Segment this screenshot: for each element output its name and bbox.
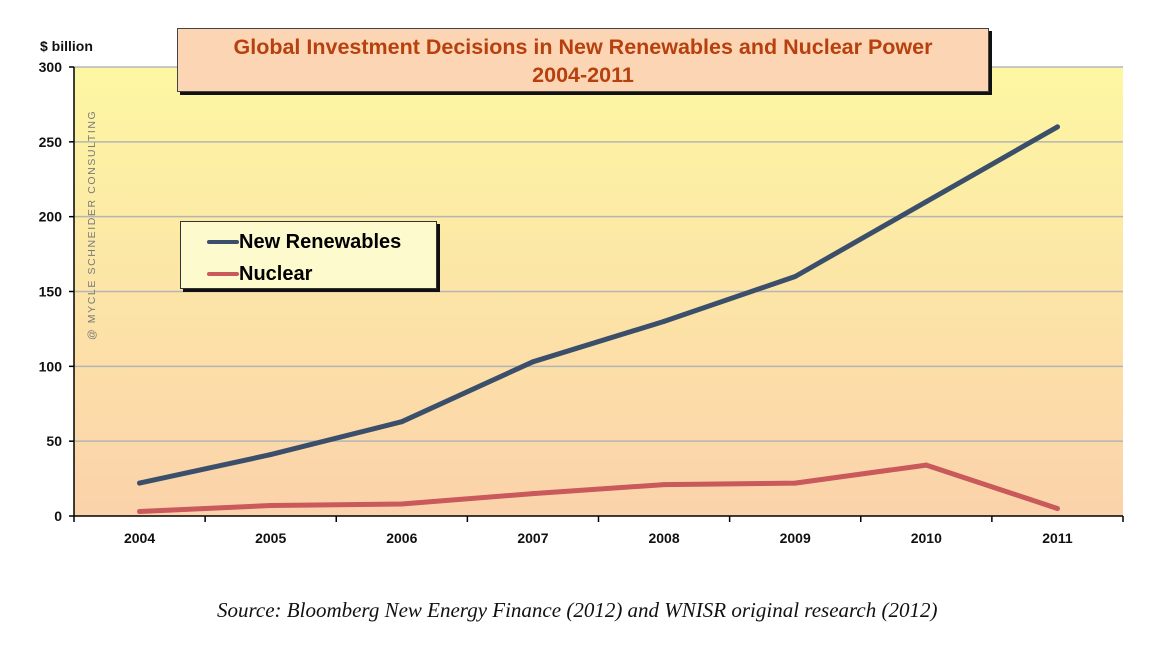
data-point-nuclear-2009 (792, 480, 798, 486)
x-tick-label-2010: 2010 (911, 530, 942, 546)
legend-item-nuclear: Nuclear (207, 261, 312, 287)
y-tick-label-0: 0 (54, 508, 62, 524)
axes (69, 66, 1124, 522)
x-tick-label-2004: 2004 (124, 530, 155, 546)
y-tick-label-100: 100 (39, 358, 63, 374)
y-tick-label-150: 150 (39, 284, 63, 300)
series-line-nuclear (137, 462, 1060, 514)
legend-label-new-renewables: New Renewables (239, 230, 402, 253)
y-tick-label-300: 300 (39, 59, 63, 75)
data-point-nuclear-2010 (923, 462, 929, 468)
legend-label-nuclear: Nuclear (239, 262, 313, 285)
y-tick-label-200: 200 (39, 209, 63, 225)
x-tick-label-2005: 2005 (255, 530, 286, 546)
data-point-nuclear-2011 (1054, 506, 1060, 512)
data-point-new-renewables-2010 (923, 199, 929, 205)
data-point-nuclear-2004 (137, 509, 143, 515)
chart-subtitle: 2004-2011 (532, 63, 634, 87)
data-point-nuclear-2008 (661, 482, 667, 488)
x-tick-label-2008: 2008 (648, 530, 679, 546)
data-point-nuclear-2006 (399, 501, 405, 507)
x-tick-label-2006: 2006 (386, 530, 417, 546)
data-point-new-renewables-2004 (137, 480, 143, 486)
data-point-new-renewables-2009 (792, 274, 798, 280)
legend: New Renewables Nuclear (180, 221, 437, 289)
watermark: @ MYCLE SCHNEIDER CONSULTING (86, 109, 98, 340)
series-line-new-renewables (137, 124, 1060, 486)
y-tick-label-250: 250 (39, 134, 63, 150)
x-tick-label-2009: 2009 (780, 530, 811, 546)
x-tick-label-2007: 2007 (517, 530, 548, 546)
legend-swatch-new-renewables (207, 240, 239, 244)
y-tick-label-50: 50 (46, 433, 62, 449)
data-point-new-renewables-2005 (268, 452, 274, 458)
data-point-new-renewables-2006 (399, 419, 405, 425)
chart-title-box: Global Investment Decisions in New Renew… (177, 28, 989, 92)
data-point-nuclear-2005 (268, 503, 274, 509)
chart-title: Global Investment Decisions in New Renew… (233, 35, 933, 59)
data-point-new-renewables-2008 (661, 318, 667, 324)
y-axis-label: $ billion (40, 38, 93, 54)
tick-labels: 0 50 100 150 200 250 300 2004 2005 2006 2007 2008 20… (39, 38, 1073, 546)
data-point-nuclear-2007 (530, 491, 536, 497)
source-citation: Source: Bloomberg New Energy Finance (20… (217, 598, 938, 622)
legend-item-new-renewables: New Renewables (207, 229, 401, 255)
x-tick-label-2011: 2011 (1042, 530, 1073, 546)
legend-swatch-nuclear (207, 272, 239, 276)
data-point-new-renewables-2007 (530, 359, 536, 365)
data-point-new-renewables-2011 (1054, 124, 1060, 130)
series-lines (137, 124, 1060, 515)
